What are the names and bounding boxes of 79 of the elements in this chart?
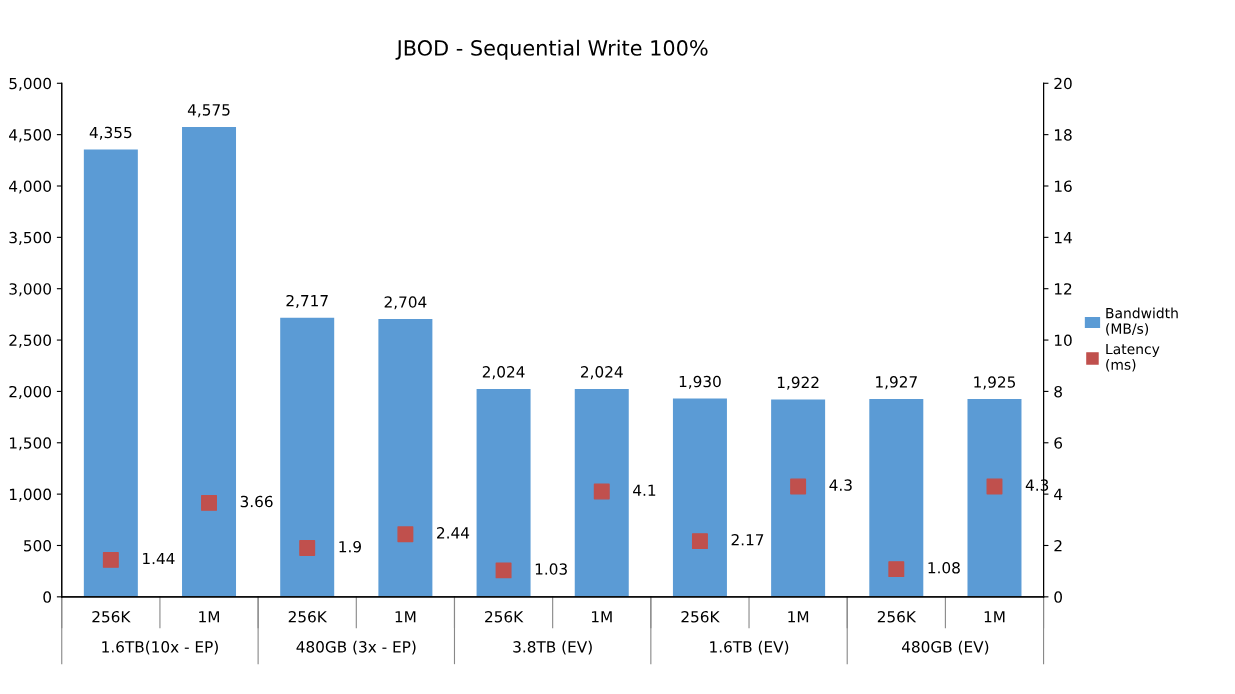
x-tick-label: 1M xyxy=(395,611,416,623)
data-label: 3.66 xyxy=(240,495,273,508)
data-label: 4,575 xyxy=(187,104,230,118)
x-tick-label: 1M xyxy=(788,611,809,623)
y-tick-label: 2,500 xyxy=(9,334,52,348)
data-label: 4.1 xyxy=(633,484,656,496)
data-label: 2.17 xyxy=(731,534,764,546)
data-label: 1,930 xyxy=(679,375,721,389)
y2-tick-label: 18 xyxy=(1054,129,1072,141)
y-tick-label: 500 xyxy=(24,539,52,552)
data-label: 1.03 xyxy=(535,563,567,575)
y-tick-label: 3,500 xyxy=(9,231,52,245)
point xyxy=(691,533,708,550)
y2-tick-label: 10 xyxy=(1054,334,1072,347)
point xyxy=(790,478,807,495)
y-tick-label: 0 xyxy=(43,591,52,603)
data-label: 1,927 xyxy=(876,376,917,390)
y2-tick-label: 12 xyxy=(1054,283,1072,295)
y2-tick-label: 0 xyxy=(1054,591,1062,603)
data-label: 2,704 xyxy=(384,296,427,310)
y2-tick-label: 8 xyxy=(1054,385,1062,398)
data-label: 4,355 xyxy=(89,126,132,140)
bar xyxy=(182,126,237,597)
x-tick-label: 256K xyxy=(485,611,524,623)
y-tick-label: 4,500 xyxy=(9,129,52,143)
bar xyxy=(574,388,629,597)
point xyxy=(299,540,316,557)
x-tick-label: 256K xyxy=(877,611,917,623)
text: 1.6TB(10x - EP) xyxy=(102,640,218,655)
y2-tick-label: 16 xyxy=(1054,180,1072,193)
data-label: 1,925 xyxy=(974,376,1016,390)
data-label: 2.44 xyxy=(437,527,470,539)
data-label: 1.44 xyxy=(143,552,175,565)
data-label: 4.3 xyxy=(829,479,852,491)
bar xyxy=(378,319,433,597)
legend-label: Latency (ms) xyxy=(1106,343,1160,372)
data-label: 1.9 xyxy=(339,540,361,553)
data-label: 2,024 xyxy=(482,366,525,380)
chart-title: JBOD - Sequential Write 100% xyxy=(395,39,708,60)
y-tick-label: 1,500 xyxy=(9,437,52,451)
y2-tick-label: 6 xyxy=(1054,437,1063,449)
y-tick-label: 4,000 xyxy=(9,180,52,194)
text: 1.6TB (EV) xyxy=(710,640,789,655)
data-label: 1.08 xyxy=(928,561,960,574)
point xyxy=(102,551,119,568)
y-tick-label: 1,000 xyxy=(9,488,52,502)
legend-label: Bandwidth (MB/s) xyxy=(1106,307,1178,336)
y-tick-label: 3,000 xyxy=(9,283,52,297)
text: 480GB (EV) xyxy=(901,640,989,655)
x-tick-label: 1M xyxy=(199,611,219,623)
point xyxy=(201,494,218,511)
point xyxy=(888,561,905,578)
y2-tick-label: 4 xyxy=(1054,488,1063,500)
x-tick-label: 256K xyxy=(92,611,131,623)
x-tick-label: 256K xyxy=(681,611,720,623)
y2-tick-label: 20 xyxy=(1054,77,1072,90)
y-tick-label: 2,000 xyxy=(9,385,52,399)
data-label: 1,922 xyxy=(777,376,819,390)
x-tick-label: 1M xyxy=(984,611,1005,623)
point xyxy=(397,526,414,543)
bar xyxy=(672,398,727,597)
x-tick-label: 1M xyxy=(591,611,612,623)
point xyxy=(593,483,610,500)
x-tick-label: 256K xyxy=(288,611,328,623)
data-label: 2,024 xyxy=(581,366,623,380)
point xyxy=(986,478,1003,495)
y2-tick-label: 14 xyxy=(1054,232,1072,244)
data-label: 2,717 xyxy=(286,294,328,309)
bar xyxy=(280,317,335,597)
bar xyxy=(771,399,826,597)
bar xyxy=(869,398,924,597)
text: 480GB (3x - EP) xyxy=(296,640,416,655)
point xyxy=(495,562,512,579)
y-tick-label: 5,000 xyxy=(9,77,52,91)
text: 3.8TB (EV) xyxy=(513,640,592,655)
bar xyxy=(967,399,1022,597)
bar xyxy=(476,388,531,597)
bar xyxy=(83,149,138,597)
y2-tick-label: 2 xyxy=(1054,539,1062,552)
